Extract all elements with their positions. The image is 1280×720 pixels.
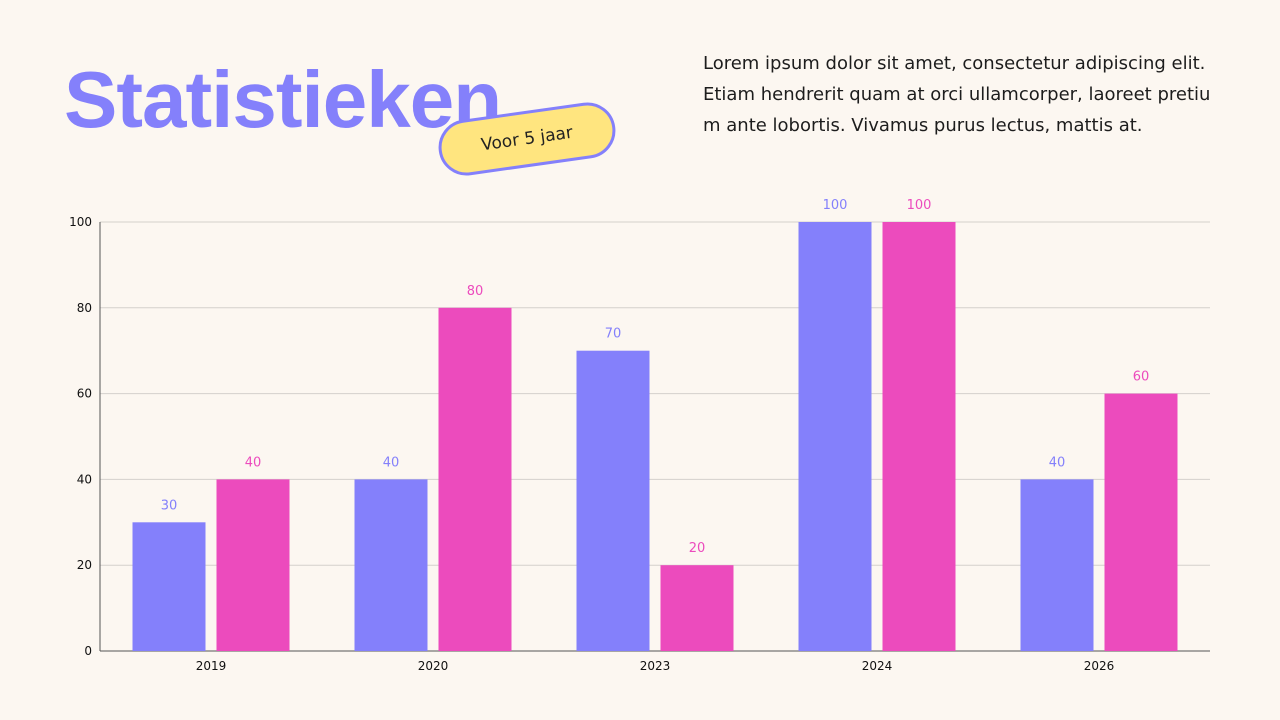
y-tick-label: 100 xyxy=(69,215,92,229)
bar xyxy=(132,522,206,651)
bar xyxy=(438,307,512,651)
x-tick-label: 2024 xyxy=(862,659,893,673)
y-tick-label: 80 xyxy=(77,301,92,315)
bar xyxy=(1020,479,1094,651)
data-label: 70 xyxy=(605,327,622,342)
data-label: 60 xyxy=(1133,370,1150,385)
bar xyxy=(576,350,650,651)
bar xyxy=(660,565,734,651)
y-tick-label: 20 xyxy=(77,558,92,572)
y-tick-label: 60 xyxy=(77,387,92,401)
y-tick-label: 40 xyxy=(77,472,92,486)
bar xyxy=(216,479,290,651)
y-tick-label: 0 xyxy=(84,644,92,658)
data-label: 40 xyxy=(383,455,400,470)
x-tick-label: 2020 xyxy=(418,659,449,673)
bar xyxy=(1104,393,1178,651)
bar xyxy=(354,479,428,651)
bar xyxy=(882,222,956,651)
bar xyxy=(798,222,872,651)
data-label: 100 xyxy=(823,198,848,213)
intro-text: Lorem ipsum dolor sit amet, consectetur … xyxy=(703,53,1211,136)
data-label: 80 xyxy=(467,284,484,299)
data-label: 40 xyxy=(245,455,262,470)
data-label: 40 xyxy=(1049,455,1066,470)
x-tick-label: 2023 xyxy=(640,659,671,673)
data-label: 30 xyxy=(161,498,178,513)
data-label: 20 xyxy=(689,541,706,556)
x-tick-label: 2019 xyxy=(196,659,227,673)
x-tick-label: 2026 xyxy=(1084,659,1115,673)
data-label: 100 xyxy=(907,198,932,213)
page-title: Statistieken xyxy=(64,55,502,144)
